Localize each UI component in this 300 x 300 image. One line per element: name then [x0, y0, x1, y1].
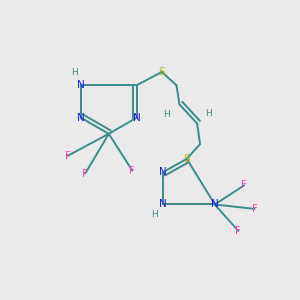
Text: N: N [159, 167, 167, 177]
Text: H: H [151, 210, 158, 219]
Text: N: N [159, 200, 167, 209]
Text: N: N [133, 112, 141, 123]
Text: S: S [184, 154, 190, 164]
Text: N: N [211, 200, 219, 209]
Text: F: F [252, 204, 257, 214]
Text: H: H [71, 68, 78, 77]
Text: N: N [77, 112, 85, 123]
Text: F: F [129, 166, 135, 176]
Text: F: F [236, 226, 241, 236]
Text: H: H [205, 109, 212, 118]
Text: S: S [158, 67, 165, 77]
Text: F: F [241, 180, 247, 190]
Text: F: F [64, 151, 70, 161]
Text: H: H [163, 110, 169, 119]
Text: F: F [82, 169, 88, 178]
Text: N: N [77, 80, 85, 90]
